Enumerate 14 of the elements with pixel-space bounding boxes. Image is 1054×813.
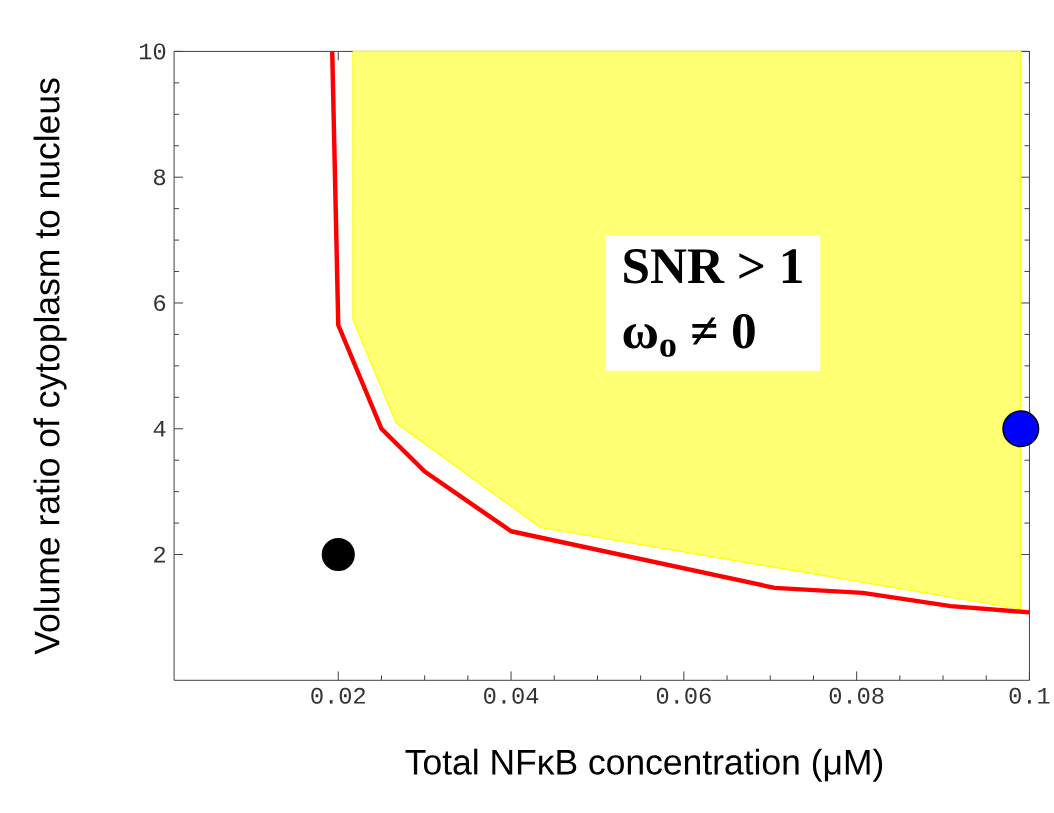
y-tick-label: 6 — [154, 295, 166, 312]
x-tick-label: 0.04 — [484, 687, 539, 704]
x-tick-label: 0.02 — [311, 687, 365, 704]
annotation: SNR > 1 — [624, 249, 802, 284]
x-tick-label: 0.08 — [829, 687, 884, 704]
x-axis-title: Total NFκB concentration (μM) — [405, 748, 883, 782]
y-axis-title: Volume ratio of cytoplasm to nucleus — [33, 78, 67, 655]
y-tick-label: 8 — [154, 169, 166, 186]
y-tick-label: 4 — [153, 421, 166, 437]
x-tick-label: 0.1 — [1009, 687, 1050, 704]
annotation: ω$_{o}$ ≠ 0 — [623, 314, 755, 357]
x-tick-label: 0.06 — [656, 687, 711, 704]
y-tick-label: 2 — [154, 546, 165, 563]
y-tick-label: 10 — [140, 43, 166, 60]
